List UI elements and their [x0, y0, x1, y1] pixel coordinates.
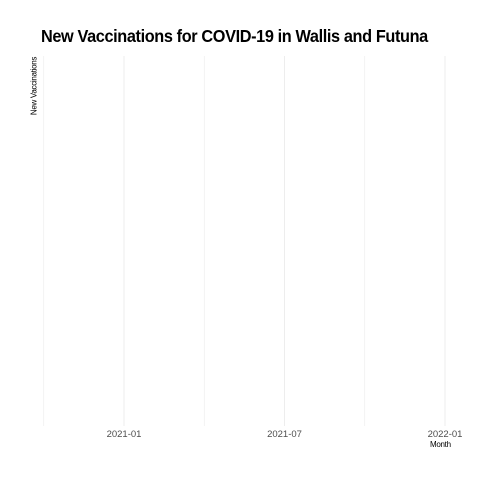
x-tick-label: 2021-07 [267, 429, 302, 440]
x-tick-label: 2021-01 [107, 429, 142, 440]
chart-title: New Vaccinations for COVID-19 in Wallis … [41, 26, 428, 46]
x-tick-label: 2022-01 [428, 429, 463, 440]
x-axis-label: Month [430, 440, 451, 449]
